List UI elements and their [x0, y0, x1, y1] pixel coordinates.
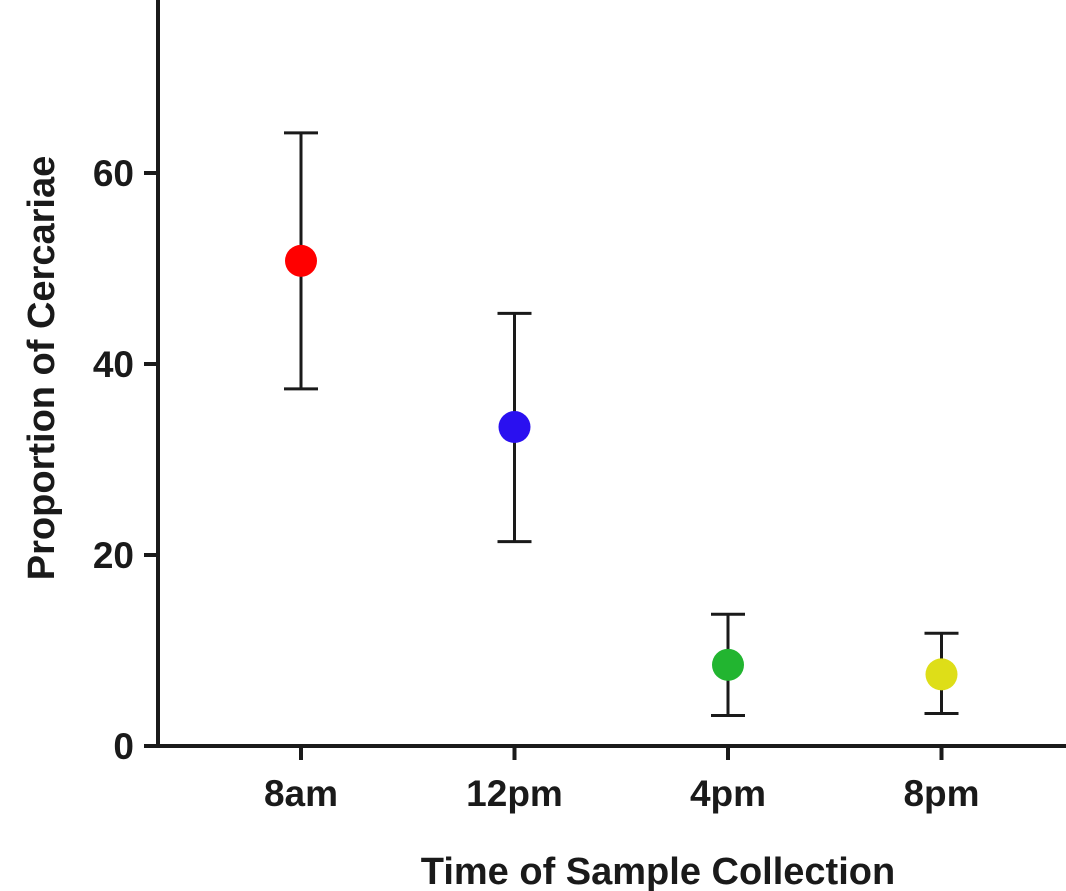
x-tick-label: 12pm — [466, 773, 563, 814]
y-axis-title: Proportion of Cercariae — [21, 156, 63, 580]
x-tick-label: 8pm — [903, 773, 979, 814]
y-tick-label: 20 — [93, 535, 134, 576]
axis-ticks: 0 20 40 60 8am 12pm 4pm 8pm — [93, 153, 980, 814]
data-point — [712, 648, 744, 681]
y-tick-label: 60 — [93, 153, 134, 194]
plot-area — [284, 131, 959, 717]
data-point — [498, 411, 531, 444]
data-point — [285, 244, 317, 277]
x-axis-title: Time of Sample Collection — [421, 851, 895, 891]
x-tick-label: 8am — [264, 773, 338, 814]
data-point — [925, 658, 958, 691]
y-tick-label: 0 — [113, 726, 134, 767]
x-tick-label: 4pm — [690, 773, 766, 814]
y-tick-label: 40 — [93, 344, 134, 385]
